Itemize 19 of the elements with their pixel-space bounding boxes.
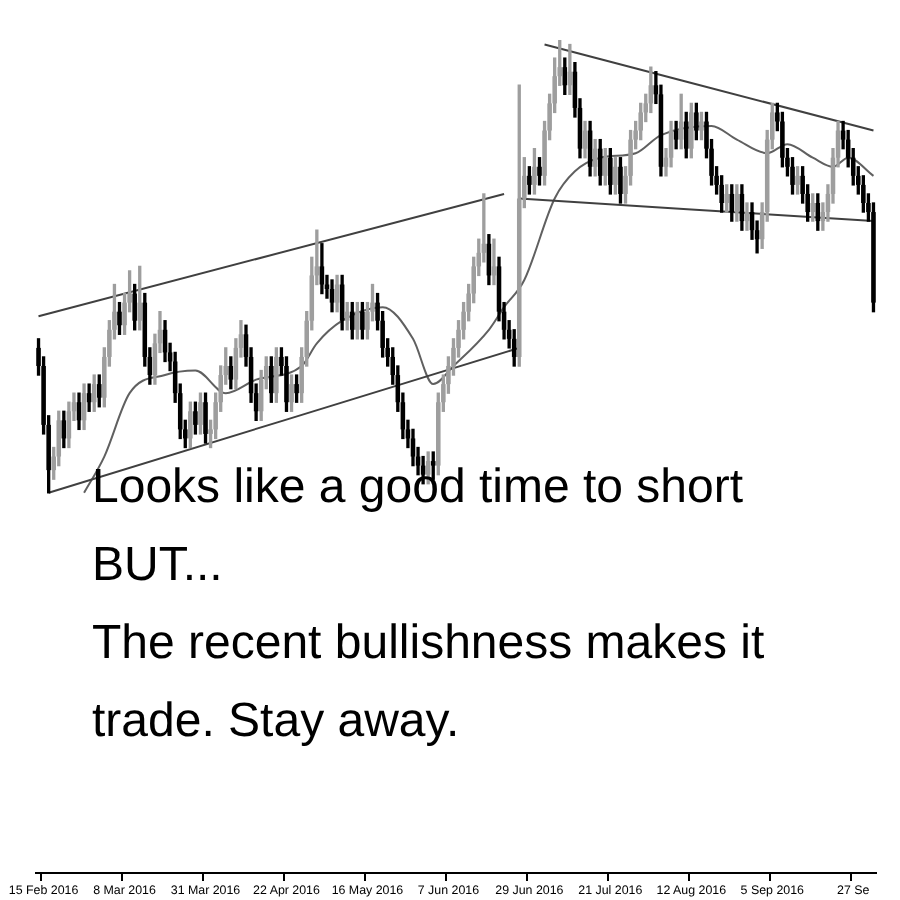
candlestick — [198, 392, 203, 435]
candlestick — [193, 401, 198, 435]
candlestick — [117, 301, 122, 335]
candlestick — [532, 148, 537, 195]
candlestick — [527, 166, 532, 195]
candlestick — [780, 111, 785, 168]
candlestick — [289, 374, 294, 412]
annotation: Looks like a good time to short — [92, 460, 744, 516]
candlestick — [360, 301, 365, 340]
candlestick — [613, 157, 618, 195]
candlestick — [699, 111, 704, 141]
text: trade. Stay away. — [92, 694, 460, 750]
candlestick — [203, 392, 208, 444]
candlestick — [795, 166, 800, 195]
candlestick — [618, 157, 623, 204]
text: BUT... — [92, 538, 223, 594]
candlestick — [537, 157, 542, 186]
text: The recent bullishness makes it — [92, 616, 765, 672]
candlestick — [294, 374, 299, 403]
